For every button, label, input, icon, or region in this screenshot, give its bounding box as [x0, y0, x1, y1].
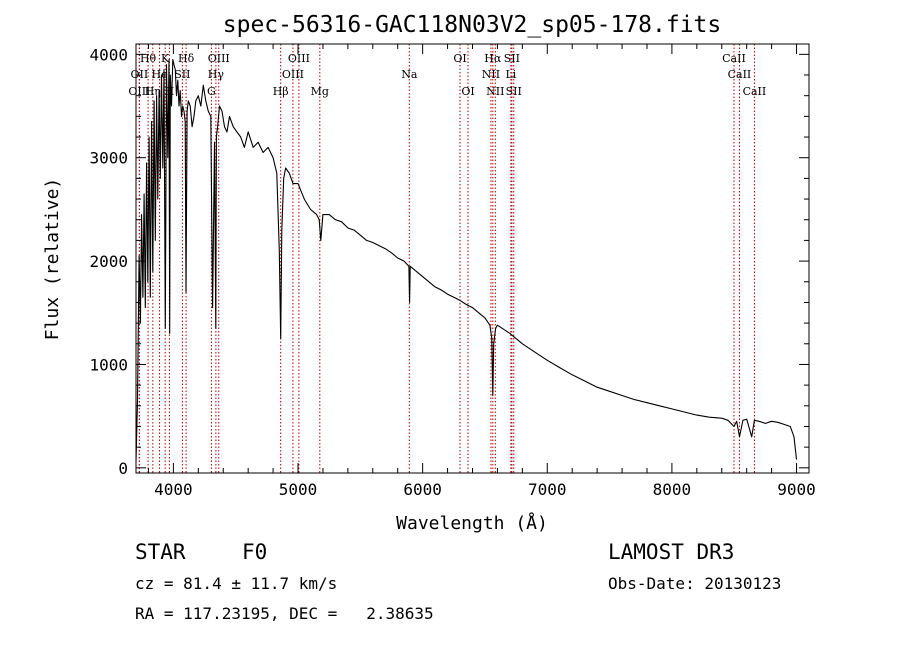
line-label-20: NII [482, 68, 500, 81]
line-label-6: Hδ [178, 52, 195, 65]
spectrum-chart: spec-56316-GAC118N03V2_sp05-178.fits Hθ O… [42, 12, 816, 534]
line-label-18: OI [461, 85, 474, 98]
line-label-17: OI [453, 52, 466, 65]
object-class: STAR [135, 540, 186, 564]
line-label-25: CaII [722, 52, 746, 65]
line-label-2: OIII [128, 85, 150, 98]
y-tick-label-3: 3000 [89, 149, 128, 168]
object-subclass: F0 [242, 540, 268, 564]
x-tick-label-0: 4000 [154, 480, 193, 499]
line-label-0: Hθ [140, 52, 157, 65]
x-tick-label-3: 7000 [528, 480, 567, 499]
spectral-line-markers [138, 44, 755, 473]
y-tick-label-4: 4000 [89, 45, 128, 64]
x-tick-label-5: 9000 [777, 480, 816, 499]
line-label-7: SII [174, 68, 190, 81]
line-label-10: Hγ [208, 68, 225, 81]
line-label-23: Li [505, 68, 516, 81]
y-tick-label-0: 0 [118, 459, 128, 478]
y-tick-label-2: 2000 [89, 252, 128, 271]
line-label-9: OIII [208, 52, 230, 65]
line-label-14: Hβ [273, 85, 289, 98]
line-label-11: G [207, 85, 216, 98]
line-label-26: CaII [728, 68, 752, 81]
line-label-24: SII [506, 85, 522, 98]
line-label-22: SII [504, 52, 520, 65]
survey-name: LAMOST DR3 [608, 540, 735, 564]
y-axis-label: Flux (relative) [42, 178, 63, 341]
series-spectrum-line [135, 58, 798, 462]
series-layer [135, 58, 798, 462]
plot-frame [135, 43, 810, 474]
line-label-16: Na [401, 68, 418, 81]
line-label-15: Mg [311, 85, 329, 98]
y-tick-label-1: 1000 [89, 355, 128, 374]
redshift-value: cz = 81.4 ± 11.7 km/s [135, 574, 338, 593]
x-tick-label-1: 5000 [279, 480, 318, 499]
chart-title: spec-56316-GAC118N03V2_sp05-178.fits [223, 12, 722, 38]
x-tick-label-4: 8000 [653, 480, 692, 499]
line-label-1: OII [131, 68, 149, 81]
line-label-12: OIII [288, 52, 310, 65]
x-axis-label: Wavelength (Å) [396, 512, 548, 534]
axis-ticks: 4000 5000 6000 7000 8000 9000 0 1000 2000 3000 400… [89, 44, 816, 499]
coordinates: RA = 117.23195, DEC = 2.38635 [135, 604, 434, 623]
line-label-19: Hα [484, 52, 502, 65]
line-label-21: NII [486, 85, 504, 98]
line-label-3: K [161, 52, 170, 65]
line-label-13: OIII [282, 68, 304, 81]
line-label-27: CaII [743, 85, 767, 98]
x-tick-label-2: 6000 [403, 480, 442, 499]
line-label-5: Hη [145, 85, 161, 98]
line-label-4: He [152, 68, 168, 81]
observation-date: Obs-Date: 20130123 [608, 574, 782, 593]
